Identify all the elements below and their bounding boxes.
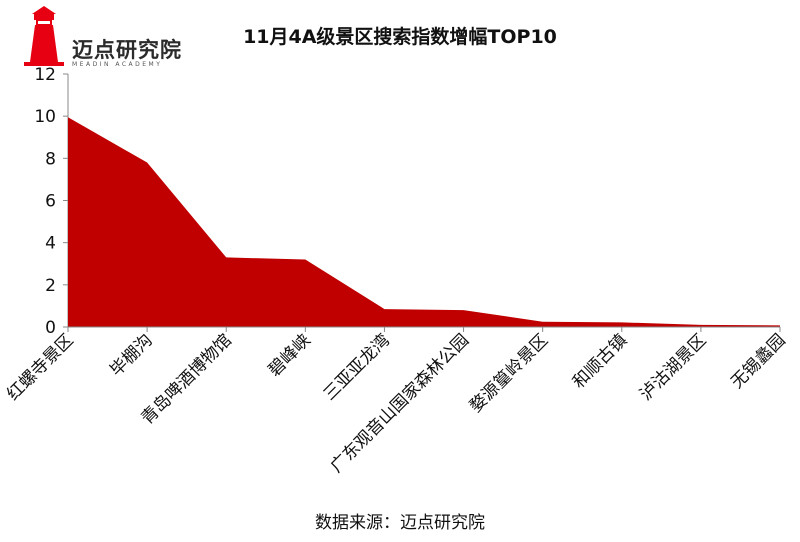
- brand-name: 迈点研究院: [72, 38, 182, 62]
- x-tick-label: 无锡蠡园: [727, 330, 789, 392]
- brand-tagline: MEADIN ACADEMY: [72, 61, 163, 68]
- x-tick-label: 和顺古镇: [569, 330, 631, 392]
- data-source-note: 数据来源：迈点研究院: [315, 513, 485, 533]
- x-tick-label: 红螺寺景区: [3, 330, 77, 404]
- series-area: [68, 117, 780, 328]
- y-tick-label: 2: [45, 276, 56, 296]
- y-tick-label: 4: [45, 234, 56, 254]
- x-tick-label: 泸沽湖景区: [636, 330, 710, 404]
- chart-title: 11月4A级景区搜索指数增幅TOP10: [243, 26, 557, 48]
- x-tick-label: 广东观音山国家森林公园: [327, 330, 473, 476]
- y-tick-label: 10: [34, 107, 56, 127]
- x-tick-label: 三亚亚龙湾: [320, 330, 394, 404]
- plot-area: [67, 117, 781, 328]
- x-tick-label: 毕棚沟: [106, 330, 156, 380]
- y-tick-label: 12: [34, 65, 56, 85]
- y-tick-label: 0: [45, 318, 56, 338]
- lighthouse-icon: [24, 6, 64, 66]
- x-tick-label: 婺源篁岭景区: [466, 330, 552, 416]
- brand-logo: 迈点研究院 MEADIN ACADEMY: [14, 4, 184, 68]
- y-tick-label: 6: [45, 192, 56, 212]
- y-axis: 0 2 4 6 8 10 12: [34, 65, 69, 338]
- y-tick-label: 8: [45, 149, 56, 169]
- x-tick-label: 碧峰峡: [265, 330, 315, 380]
